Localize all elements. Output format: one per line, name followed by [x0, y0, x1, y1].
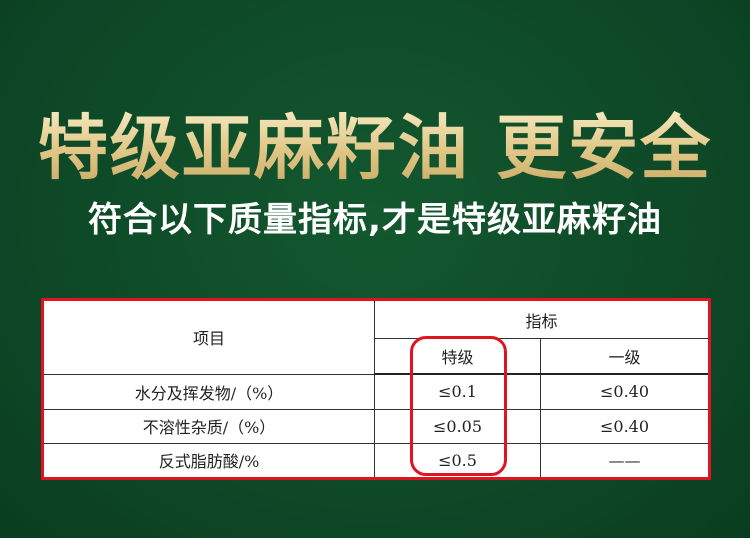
row-first: ≤0.40 — [540, 373, 708, 410]
row-first: ≤0.40 — [540, 408, 708, 444]
header-grade-first: 一级 — [540, 338, 708, 376]
row-item: 不溶性杂质/（%） — [44, 408, 375, 444]
row-first: —— — [540, 442, 708, 477]
table-row: 不溶性杂质/（%） ≤0.05 ≤0.40 — [44, 408, 708, 444]
row-special: ≤0.05 — [374, 408, 541, 444]
header-index: 指标 — [374, 301, 708, 340]
row-special: ≤0.1 — [374, 373, 541, 410]
page-title: 特级亚麻籽油 更安全 — [0, 92, 750, 193]
row-special: ≤0.5 — [374, 442, 541, 477]
page-subtitle: 符合以下质量指标,才是特级亚麻籽油 — [88, 200, 662, 240]
table-row: 反式脂肪酸/% ≤0.5 —— — [44, 442, 708, 477]
header-grade-special: 特级 — [374, 338, 541, 376]
header-item: 项目 — [44, 301, 375, 375]
row-item: 水分及挥发物/（%） — [44, 373, 375, 410]
quality-standard-table: 项目 指标 特级 一级 水分及挥发物/（%） ≤0.1 ≤0.40 不溶性杂质/… — [41, 298, 711, 480]
row-item: 反式脂肪酸/% — [44, 442, 375, 477]
table-row: 水分及挥发物/（%） ≤0.1 ≤0.40 — [44, 373, 708, 410]
